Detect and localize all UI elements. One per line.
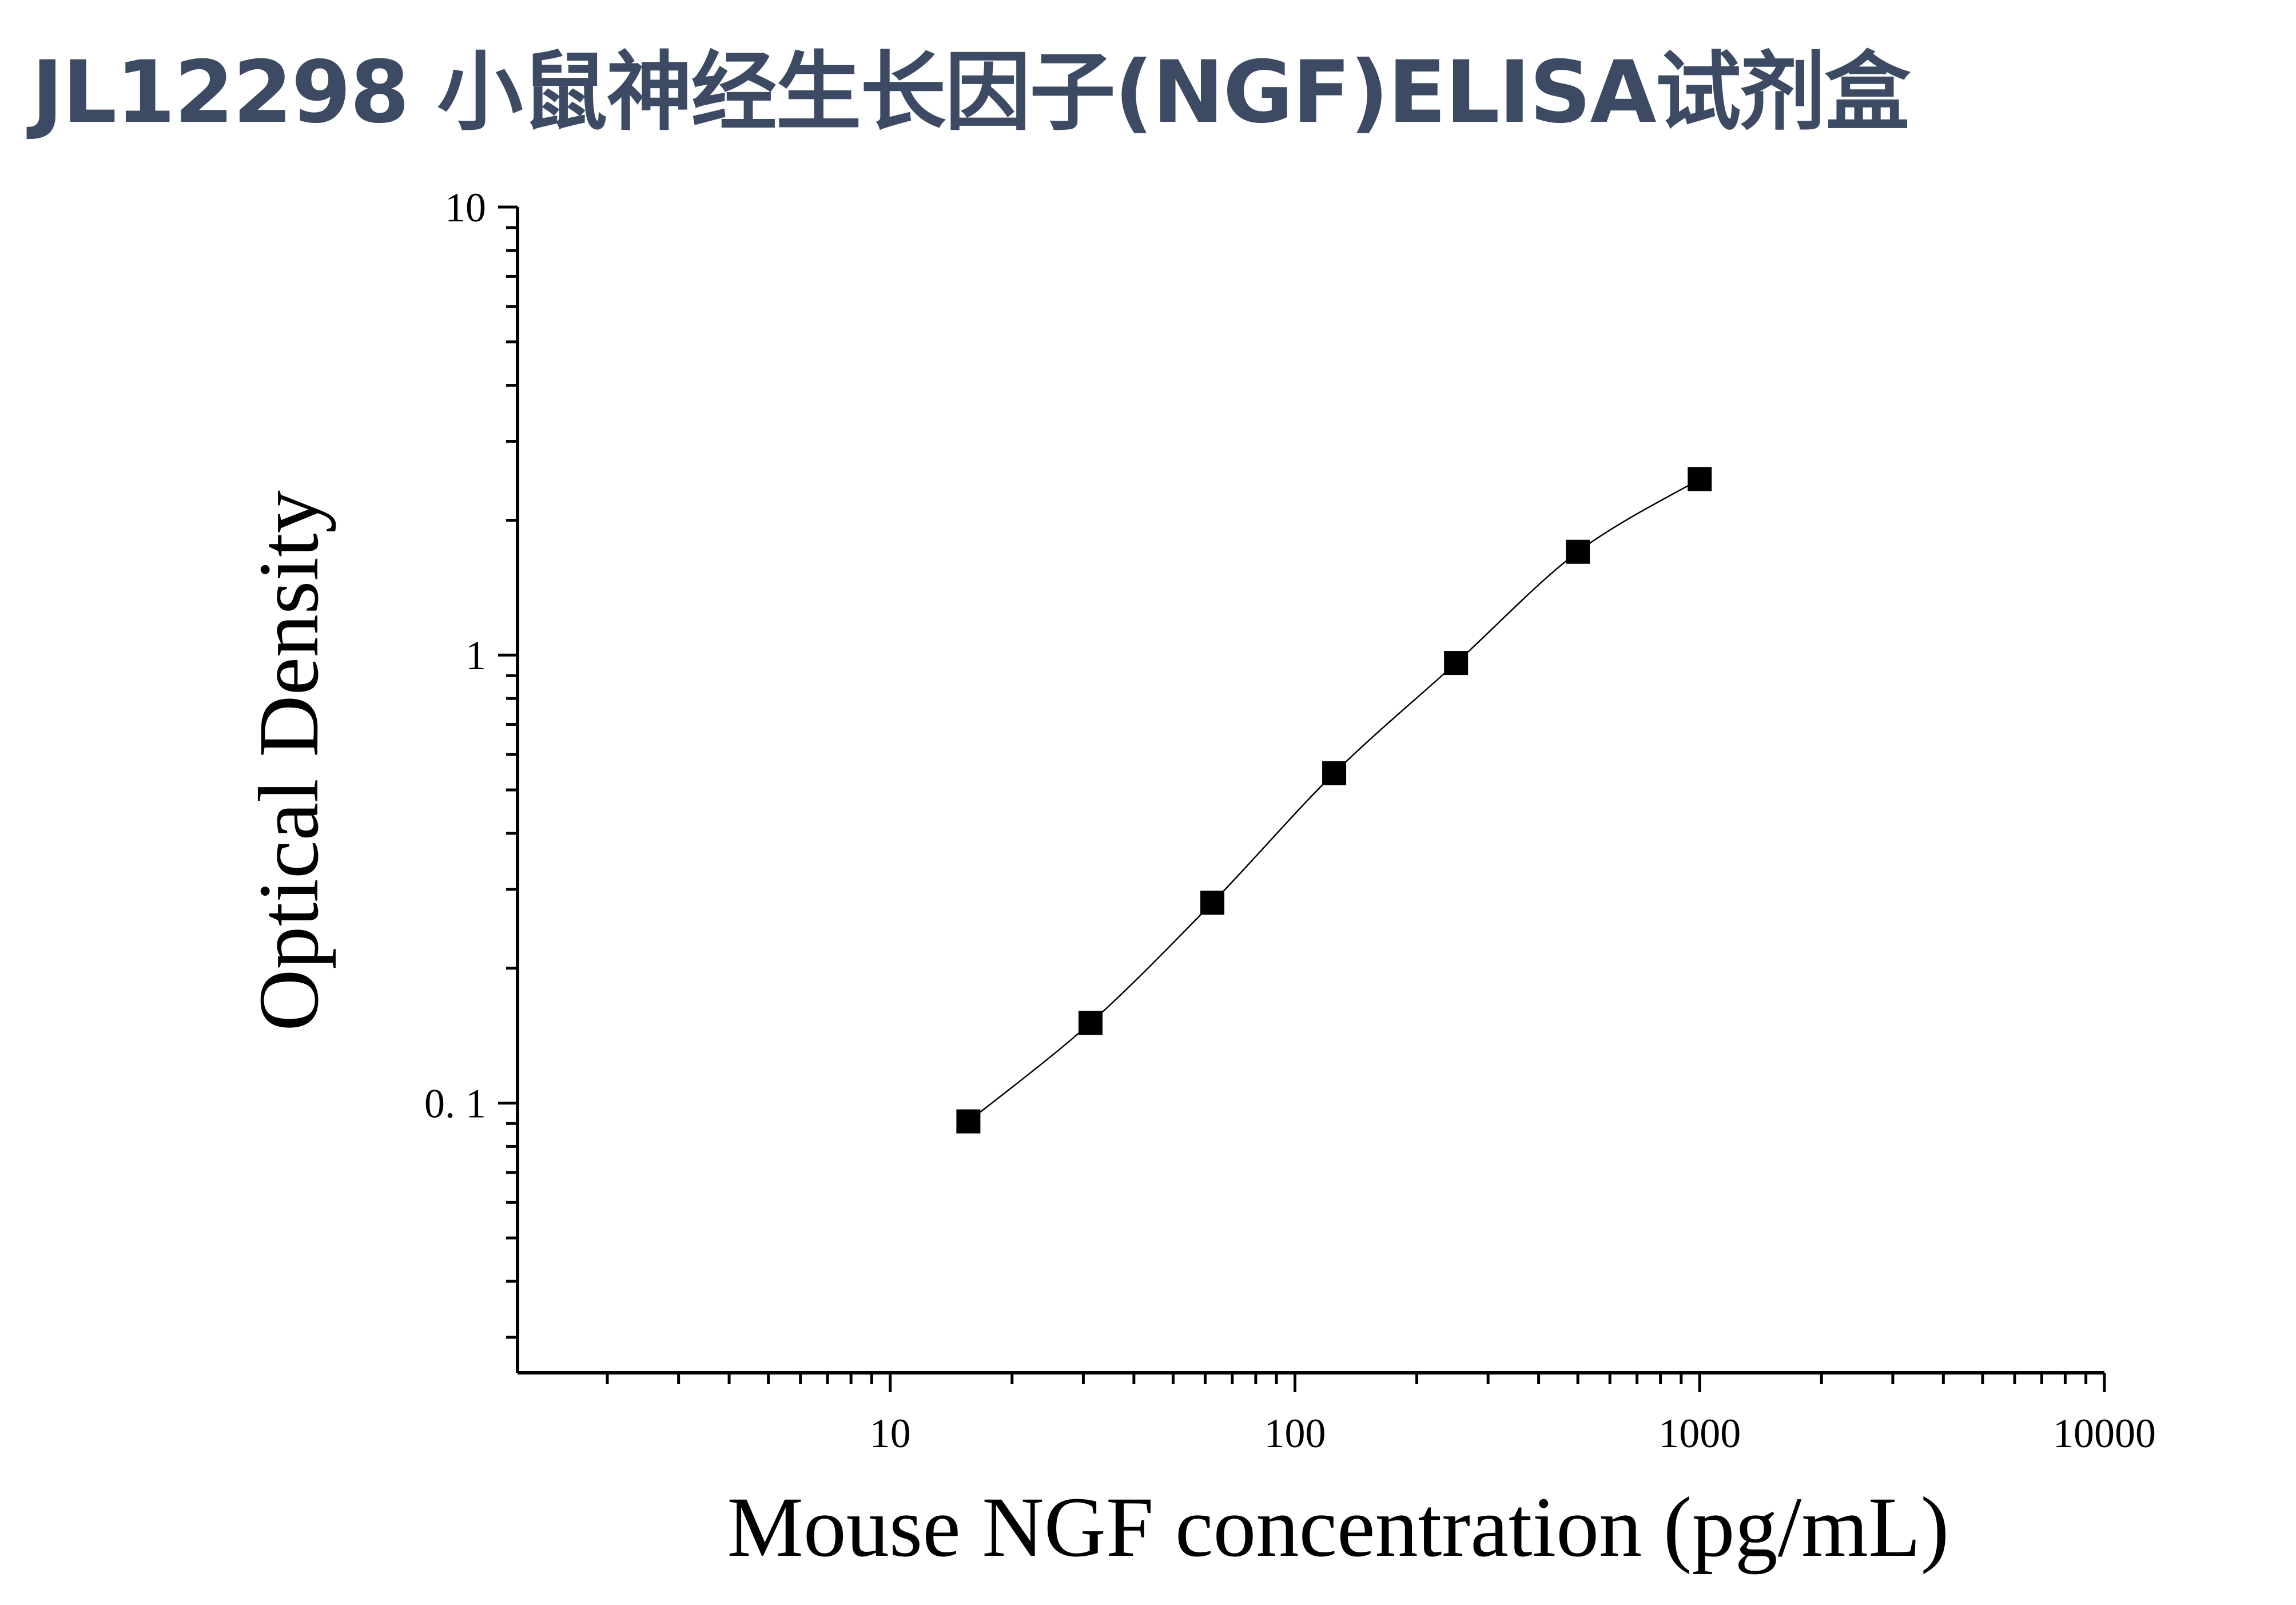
data-point-marker: [1078, 1011, 1103, 1035]
data-point-marker: [1322, 761, 1347, 785]
chart-series: [956, 467, 1712, 1134]
chart-axes: [516, 207, 2104, 1374]
x-tick-label: 10: [870, 1411, 911, 1456]
x-axis-title: Mouse NGF concentration (pg/mL): [727, 1480, 1949, 1575]
fit-curve-line: [968, 478, 1700, 1122]
page-title: JL12298 小鼠神经生长因子(NGF)ELISA试剂盒: [31, 43, 1911, 142]
data-point-marker: [1566, 539, 1590, 564]
x-tick-label: 1000: [1658, 1411, 1741, 1456]
data-point-marker: [1444, 651, 1469, 676]
chart-ticks: [498, 205, 2106, 1392]
y-tick-label: 0. 1: [424, 1080, 486, 1126]
y-tick-label: 10: [445, 185, 486, 231]
data-point-marker: [956, 1109, 981, 1134]
x-tick-label: 10000: [2053, 1411, 2156, 1456]
y-axis-title: Optical Density: [241, 490, 336, 1031]
data-point-marker: [1200, 891, 1225, 915]
data-point-marker: [1688, 467, 1712, 491]
y-tick-label: 1: [465, 633, 486, 678]
x-tick-label: 100: [1264, 1411, 1326, 1456]
chart-tick-labels: 10 100 1000 10000 0. 1 1 10: [424, 185, 2156, 1456]
